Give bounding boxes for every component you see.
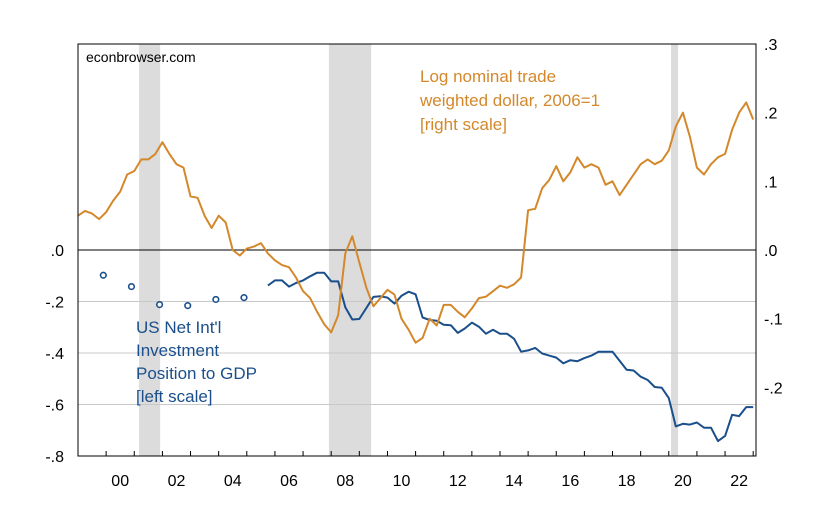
niip-marker-1 [127, 282, 136, 291]
niip-marker-3 [184, 302, 192, 310]
y-axis-right: .3 .2 .1 .0 -.1 -.2 [764, 37, 783, 397]
x-tick-label-06: 06 [280, 473, 298, 490]
x-tick-label-12: 12 [449, 473, 467, 490]
y-right-label-1: .2 [764, 106, 777, 123]
niip-label-line-0: US Net Int'l [136, 318, 221, 337]
y-right-label-3: .0 [764, 243, 777, 260]
niip-line [267, 271, 754, 443]
niip-label-line-2: Position to GDP [136, 364, 257, 383]
y-right-label-4: -.1 [764, 312, 783, 329]
x-tick-label-14: 14 [505, 473, 523, 490]
label-trade-weighted-dollar: Log nominal trade weighted dollar, 2006=1… [419, 67, 600, 134]
x-tick-label-04: 04 [224, 473, 242, 490]
x-tick-label-08: 08 [336, 473, 354, 490]
dollar-label-line-1: weighted dollar, 2006=1 [419, 91, 600, 110]
niip-label-line-3: [left scale] [136, 387, 213, 406]
y-left-label-4: -.8 [45, 449, 64, 466]
x-tick-label-02: 02 [168, 473, 186, 490]
x-tick-label-18: 18 [618, 473, 636, 490]
x-tick-label-20: 20 [674, 473, 692, 490]
niip-marker-2 [155, 300, 164, 309]
series-trade-weighted-dollar [77, 101, 755, 344]
y-left-label-0: .0 [51, 243, 64, 260]
y-right-label-2: .1 [764, 174, 777, 191]
y-axis-left: .0 -.2 -.4 -.6 -.8 [45, 243, 64, 466]
x-tick-label-10: 10 [393, 473, 411, 490]
dollar-label-line-2: [right scale] [420, 115, 507, 134]
niip-label-line-1: Investment [136, 341, 219, 360]
x-axis: 00 02 04 06 08 10 12 14 16 18 20 22 [77, 451, 754, 490]
dollar-label-line-0: Log nominal trade [420, 67, 556, 86]
y-left-label-1: -.2 [45, 295, 64, 312]
y-left-label-2: -.4 [45, 346, 64, 363]
series-niip-to-gdp [99, 271, 754, 443]
niip-marker-5 [240, 294, 248, 302]
niip-marker-4 [212, 295, 220, 304]
y-right-label-5: -.2 [764, 380, 783, 397]
plot-frame [77, 43, 757, 457]
x-tick-label-16: 16 [561, 473, 579, 490]
y-left-label-3: -.6 [45, 398, 64, 415]
label-niip-to-gdp: US Net Int'l Investment Position to GDP [le… [136, 318, 257, 406]
niip-marker-0 [99, 271, 107, 279]
x-tick-label-22: 22 [730, 473, 748, 490]
y-right-label-0: .3 [764, 37, 777, 54]
dollar-line [77, 101, 755, 344]
source-note: econbrowser.com [86, 49, 196, 65]
x-tick-label-00: 00 [111, 473, 129, 490]
